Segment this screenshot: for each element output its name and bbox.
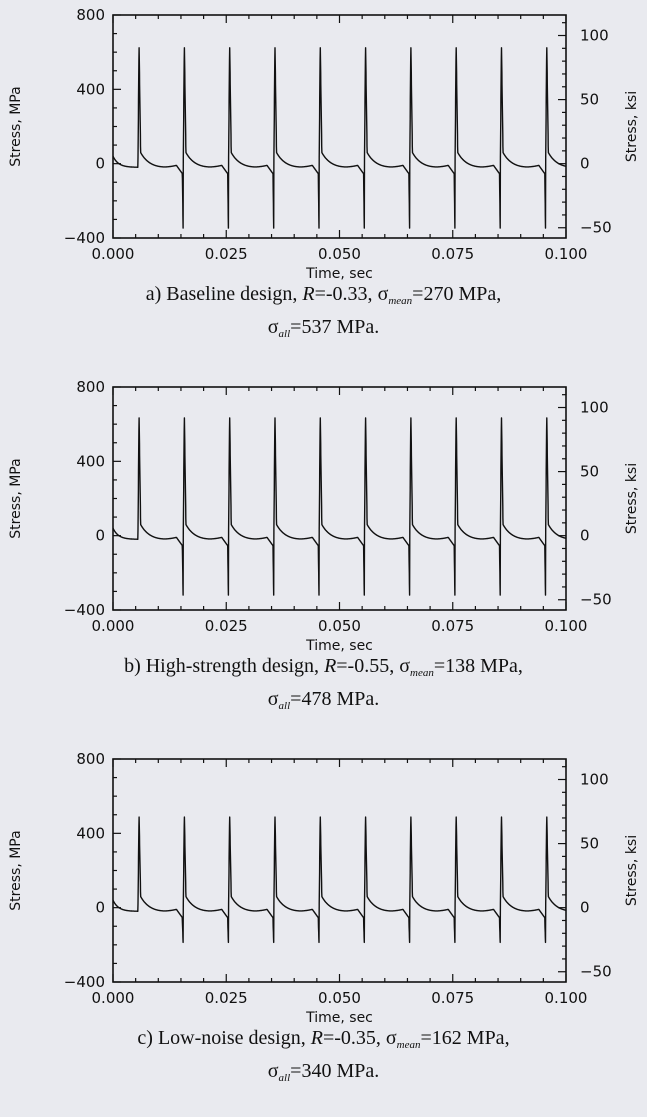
caption-b-sigma-all: σ	[267, 688, 279, 710]
y-tick-label-right-c-3: 100	[580, 771, 609, 789]
x-tick-label-c-4: 0.100	[545, 989, 588, 1007]
y-tick-label-left-b-1: 0	[95, 527, 105, 545]
y-tick-label-left-a-3: 800	[76, 6, 105, 24]
caption-c-sigma-mean: σ	[385, 1027, 397, 1049]
x-tick-label-a-0: 0.000	[92, 245, 135, 263]
caption-c-sigma-all: σ	[267, 1060, 279, 1082]
caption-c-line1: c) Low-noise design, R=-0.35, σmean=162 …	[0, 1025, 647, 1058]
x-tick-label-c-3: 0.075	[431, 989, 474, 1007]
y-tick-label-right-b-1: 0	[580, 527, 590, 545]
stress-trace-line-c	[112, 816, 567, 944]
caption-a-all-sub: all	[278, 328, 291, 340]
caption-c-all-sub: all	[278, 1072, 291, 1084]
chart-panel-c: 0.000 0.025 0.050 0.075 0.100 −400 0 400 800 −50 0…	[0, 744, 647, 1117]
caption-b-mean-value: =138 MPa,	[433, 655, 523, 677]
x-axis-title-c: Time, sec	[305, 1010, 373, 1026]
y-tick-label-right-c-2: 50	[580, 835, 599, 853]
x-tick-label-a-1: 0.025	[205, 245, 248, 263]
caption-c-prefix: c) Low-noise design,	[137, 1027, 311, 1049]
y-tick-label-right-a-0: −50	[580, 219, 612, 237]
y-tick-label-right-b-2: 50	[580, 463, 599, 481]
caption-a-line1: a) Baseline design, R=-0.33, σmean=270 M…	[0, 281, 647, 314]
caption-b-prefix: b) High-strength design,	[124, 655, 325, 677]
x-tick-label-b-1: 0.025	[205, 617, 248, 635]
x-tick-label-b-4: 0.100	[545, 617, 588, 635]
x-tick-label-a-2: 0.050	[318, 245, 361, 263]
caption-c-r-value: =-0.35,	[322, 1027, 386, 1049]
plot-frame-c	[112, 758, 567, 983]
y-tick-label-right-c-1: 0	[580, 899, 590, 917]
y-tick-label-right-b-0: −50	[580, 591, 612, 609]
caption-a-prefix: a) Baseline design,	[145, 283, 303, 305]
caption-a-line2: σall=537 MPa.	[0, 314, 647, 347]
caption-c-all-value: =340 MPa.	[290, 1060, 380, 1082]
x-axis-title-b: Time, sec	[305, 638, 373, 654]
caption-a-r-value: =-0.33,	[314, 283, 378, 305]
y-tick-label-right-a-3: 100	[580, 27, 609, 45]
plot-frame-a	[112, 14, 567, 239]
y-tick-label-left-c-0: −400	[64, 973, 105, 991]
y-tick-label-left-b-3: 800	[76, 378, 105, 396]
y-axis-title-right-b: Stress, ksi	[624, 463, 640, 534]
caption-a: a) Baseline design, R=-0.33, σmean=270 M…	[0, 281, 647, 347]
y-tick-label-right-a-1: 0	[580, 155, 590, 173]
stress-trace-line-a	[112, 47, 567, 229]
caption-b: b) High-strength design, R=-0.55, σmean=…	[0, 653, 647, 719]
chart-panel-b: 0.000 0.025 0.050 0.075 0.100 −400 0 400 800 −50 0…	[0, 372, 647, 744]
caption-c: c) Low-noise design, R=-0.35, σmean=162 …	[0, 1025, 647, 1091]
y-tick-label-left-c-2: 400	[76, 824, 105, 842]
chart-svg-c: 0.000 0.025 0.050 0.075 0.100 −400 0 400 800 −50 0…	[8, 750, 640, 1026]
y-axis-title-left-b: Stress, MPa	[8, 458, 24, 538]
caption-a-mean-value: =270 MPa,	[412, 283, 502, 305]
caption-c-mean-sub: mean	[396, 1039, 421, 1051]
y-axis-title-right-a: Stress, ksi	[624, 91, 640, 162]
y-tick-label-left-c-3: 800	[76, 750, 105, 768]
caption-b-line1: b) High-strength design, R=-0.55, σmean=…	[0, 653, 647, 686]
caption-a-sigma-all: σ	[267, 316, 279, 338]
caption-c-line2: σall=340 MPa.	[0, 1058, 647, 1091]
caption-a-r-label: R	[302, 283, 315, 305]
y-tick-label-left-a-1: 0	[95, 155, 105, 173]
y-tick-label-right-c-0: −50	[580, 963, 612, 981]
caption-b-r-value: =-0.55,	[336, 655, 400, 677]
y-axis-title-left-a: Stress, MPa	[8, 86, 24, 166]
caption-a-mean-sub: mean	[388, 295, 413, 307]
y-axis-title-right-c: Stress, ksi	[624, 835, 640, 906]
chart-svg-a: 0.000 0.025 0.050 0.075 0.100 −400 0 400 800 −50 0…	[8, 6, 640, 282]
caption-c-r-label: R	[310, 1027, 323, 1049]
x-tick-label-b-0: 0.000	[92, 617, 135, 635]
y-tick-label-left-b-0: −400	[64, 601, 105, 619]
caption-b-all-sub: all	[278, 700, 291, 712]
y-tick-label-right-b-3: 100	[580, 399, 609, 417]
x-axis-title-a: Time, sec	[305, 266, 373, 282]
x-tick-label-b-3: 0.075	[431, 617, 474, 635]
y-tick-label-right-a-2: 50	[580, 91, 599, 109]
caption-a-all-value: =537 MPa.	[290, 316, 380, 338]
x-tick-label-a-3: 0.075	[431, 245, 474, 263]
chart-svg-b: 0.000 0.025 0.050 0.075 0.100 −400 0 400 800 −50 0…	[8, 378, 640, 654]
plot-frame-b	[112, 386, 567, 611]
caption-a-sigma-mean: σ	[377, 283, 389, 305]
caption-c-mean-value: =162 MPa,	[420, 1027, 510, 1049]
chart-panel-a: 0.000 0.025 0.050 0.075 0.100 −400 0 400 800 −50 0…	[0, 0, 647, 372]
x-tick-label-c-1: 0.025	[205, 989, 248, 1007]
x-tick-label-a-4: 0.100	[545, 245, 588, 263]
y-tick-label-left-b-2: 400	[76, 452, 105, 470]
y-tick-label-left-a-0: −400	[64, 229, 105, 247]
caption-b-all-value: =478 MPa.	[290, 688, 380, 710]
caption-b-sigma-mean: σ	[399, 655, 411, 677]
y-tick-label-left-c-1: 0	[95, 899, 105, 917]
stress-trace-line-b	[112, 417, 567, 596]
y-tick-label-left-a-2: 400	[76, 80, 105, 98]
y-axis-title-left-c: Stress, MPa	[8, 830, 24, 910]
caption-b-mean-sub: mean	[410, 667, 434, 679]
caption-b-line2: σall=478 MPa.	[0, 686, 647, 719]
x-tick-label-b-2: 0.050	[318, 617, 361, 635]
caption-b-r-label: R	[324, 655, 337, 677]
x-tick-label-c-0: 0.000	[92, 989, 135, 1007]
x-tick-label-c-2: 0.050	[318, 989, 361, 1007]
